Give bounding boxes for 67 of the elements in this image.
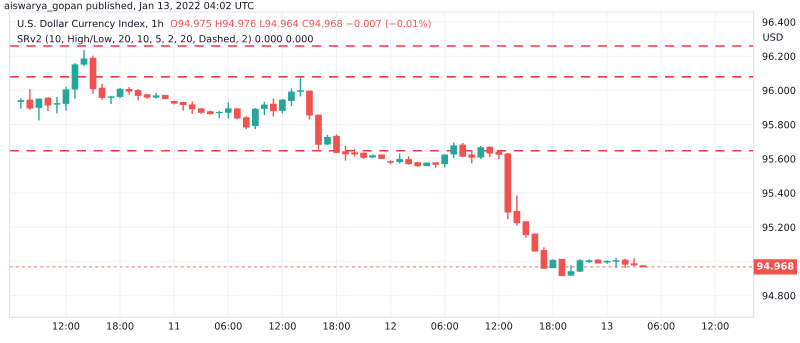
x-tick-label: 06:00 bbox=[214, 322, 242, 330]
candlestick bbox=[514, 194, 520, 226]
candlestick bbox=[568, 264, 574, 277]
x-tick-label: 18:00 bbox=[324, 322, 350, 330]
candlestick bbox=[324, 134, 331, 146]
x-tick-label: 13 bbox=[602, 322, 612, 330]
candlestick bbox=[468, 149, 476, 164]
candlestick bbox=[540, 246, 548, 270]
x-tick-label: 18:00 bbox=[540, 322, 566, 330]
ref-line-label: 94.968 bbox=[757, 262, 794, 270]
candlestick bbox=[288, 88, 295, 108]
candlestick bbox=[98, 83, 106, 100]
y-axis-title: USD bbox=[763, 33, 783, 41]
y-tick-label: 95.800 bbox=[762, 121, 796, 128]
candlestick bbox=[306, 90, 313, 120]
x-tick-label: 18:00 bbox=[107, 322, 134, 330]
candlestick bbox=[44, 96, 52, 112]
x-tick-label: 12:00 bbox=[486, 322, 512, 330]
x-tick-label: 12:00 bbox=[702, 322, 729, 330]
candlestick bbox=[234, 107, 241, 120]
candlestick bbox=[459, 142, 466, 158]
candlestick bbox=[270, 98, 277, 118]
candlestick bbox=[450, 142, 458, 159]
candlestick bbox=[62, 86, 70, 112]
x-tick-label: 11 bbox=[169, 322, 180, 330]
candlestick bbox=[116, 87, 124, 99]
candlestick bbox=[477, 145, 484, 160]
x-tick-label: 12:00 bbox=[269, 322, 296, 330]
text: aiswarya_gopan published, Jan 13, 2022 04:02 UTC bbox=[4, 2, 254, 12]
annotation: O94.975 H94.976 L94.964 C94.968 −0.007 (−0.01%) bbox=[170, 20, 431, 28]
candlestick bbox=[54, 96, 60, 114]
y-tick-label: 95.600 bbox=[762, 155, 796, 163]
y-tick-label: 96.000 bbox=[762, 86, 796, 94]
x-tick-label: 06:00 bbox=[648, 322, 675, 330]
candlestick bbox=[333, 134, 340, 154]
candlestick bbox=[26, 88, 34, 111]
candlestick bbox=[622, 258, 628, 269]
candlestick bbox=[441, 154, 448, 168]
candlestick bbox=[252, 107, 259, 130]
candlestick bbox=[134, 88, 142, 102]
candlestick bbox=[279, 98, 286, 114]
candlestick bbox=[242, 116, 250, 130]
x-tick-label: 06:00 bbox=[431, 322, 458, 330]
candlestick bbox=[612, 257, 620, 268]
x-tick-label: 12 bbox=[386, 322, 396, 330]
y-tick-label: 94.800 bbox=[762, 292, 796, 300]
candlestick bbox=[297, 77, 304, 98]
candlestick bbox=[80, 49, 88, 67]
candlestick bbox=[188, 100, 196, 114]
candlestick bbox=[396, 152, 403, 164]
text: U.S. Dollar Currency Index, 1h bbox=[18, 20, 163, 30]
candlestick bbox=[36, 98, 42, 122]
x-tick-label: 12:00 bbox=[53, 322, 80, 330]
y-tick-label: 96.200 bbox=[762, 52, 796, 60]
candlestick bbox=[522, 220, 530, 238]
annotation: SRv2 (10, High/Low, 20, 10, 5, 2, 20, Dashed, 2) 0.000 0.000 bbox=[18, 34, 313, 44]
y-tick-label: 95.200 bbox=[762, 224, 796, 231]
candlestick bbox=[342, 145, 349, 162]
y-tick-label: 96.400 bbox=[762, 18, 796, 26]
candlestick bbox=[18, 98, 24, 110]
candlestick bbox=[261, 101, 268, 116]
candlestick bbox=[224, 102, 232, 120]
candlestick bbox=[532, 232, 538, 252]
candlestick bbox=[216, 110, 223, 120]
candlestick bbox=[576, 258, 584, 273]
y-tick-label: 95.400 bbox=[762, 189, 796, 197]
candlestick bbox=[558, 258, 566, 276]
